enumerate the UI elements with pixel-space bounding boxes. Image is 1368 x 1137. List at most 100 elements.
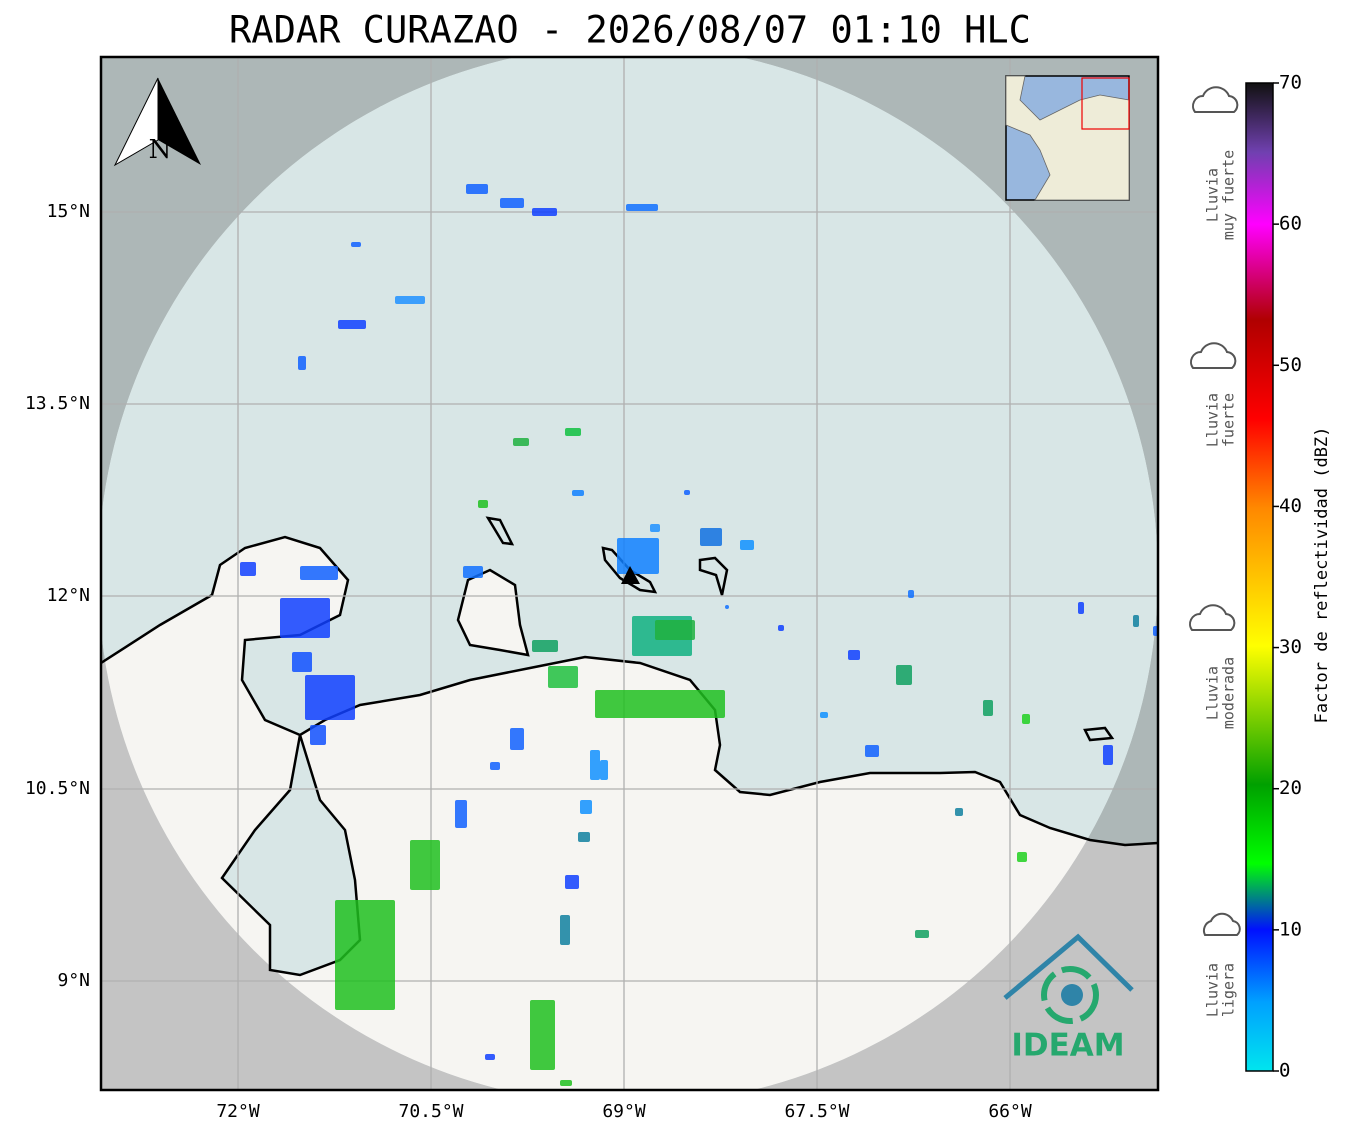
echo <box>280 598 330 638</box>
echo <box>778 625 784 631</box>
legend-label: Lluvia <box>1204 393 1222 447</box>
colorbar-tick-label: 60 <box>1279 213 1302 235</box>
echo <box>300 566 338 580</box>
echo <box>572 490 584 496</box>
aruba <box>485 516 515 546</box>
echo <box>510 728 524 750</box>
echo <box>532 640 558 652</box>
legend-label: Lluvia <box>1204 963 1222 1017</box>
echo <box>532 208 557 216</box>
coastline <box>101 535 1158 847</box>
colorbar-tick-label: 40 <box>1279 495 1302 517</box>
echo <box>908 590 914 598</box>
echo <box>560 1080 572 1086</box>
echo <box>338 320 366 329</box>
legend-label: Lluvia <box>1204 168 1222 222</box>
echo <box>455 800 467 828</box>
echo <box>820 712 828 718</box>
colorbar-tick-label: 20 <box>1279 777 1302 799</box>
lat-label: 13.5°N <box>25 393 90 414</box>
echo <box>466 184 488 194</box>
colorbar-tick-label: 30 <box>1279 636 1302 658</box>
echo <box>896 665 912 685</box>
echo <box>590 750 600 780</box>
echo <box>848 650 860 660</box>
echo <box>485 1054 495 1060</box>
echo <box>310 725 326 745</box>
icon-cloud <box>1190 342 1237 369</box>
colorbar-tick-label: 50 <box>1279 354 1302 376</box>
echo <box>410 840 440 890</box>
colorbar-label: Factor de reflectividad (dBZ) <box>1312 427 1332 724</box>
echo <box>655 620 695 640</box>
logo-swirl <box>1041 966 1099 1024</box>
echo <box>983 700 993 716</box>
title: RADAR CURAZAO - 2026/08/07 01:10 HLC <box>229 9 1031 52</box>
logo-roof <box>1003 933 1134 1000</box>
echo <box>725 605 729 609</box>
lat-label: 10.5°N <box>25 778 90 799</box>
icon-cloud <box>1189 604 1236 631</box>
echo <box>1103 745 1113 765</box>
echo <box>578 832 590 842</box>
lake-maracaibo <box>220 734 362 977</box>
echo <box>1133 615 1139 627</box>
echo <box>240 562 256 576</box>
echo <box>650 524 660 532</box>
echo <box>700 528 722 546</box>
echo <box>617 538 659 574</box>
echo <box>513 438 529 446</box>
echo <box>955 808 963 816</box>
lon-label: 69°W <box>602 1101 646 1122</box>
radar-site <box>621 566 640 584</box>
echo <box>600 760 608 780</box>
lon-label: 72°W <box>216 1101 260 1122</box>
logo-eye <box>1061 984 1083 1006</box>
echo <box>530 1000 555 1070</box>
map-frame <box>99 55 1160 1092</box>
echo <box>740 540 754 550</box>
icon-cloud <box>1192 86 1239 113</box>
colorbar-tick-label: 10 <box>1279 918 1302 940</box>
echo <box>351 242 361 247</box>
echo <box>335 900 395 1010</box>
legend-icons <box>1189 86 1241 936</box>
echo <box>915 930 929 938</box>
echo <box>292 652 312 672</box>
icon-cloud <box>1202 912 1241 936</box>
legend-label: Lluvia <box>1204 666 1222 720</box>
lon-label: 70.5°W <box>398 1101 463 1122</box>
lon-label: 67.5°W <box>784 1101 849 1122</box>
bonaire <box>698 556 729 596</box>
echo <box>395 296 425 304</box>
map: N IDEAM <box>101 57 1158 1090</box>
echo <box>565 875 579 889</box>
legend-label: ligera <box>1220 963 1238 1017</box>
north-arrow-right <box>158 78 201 165</box>
paraguana <box>458 570 528 655</box>
inset-extent <box>1081 77 1130 130</box>
echo <box>580 800 592 814</box>
echo <box>626 204 658 211</box>
echo <box>548 666 578 688</box>
lat-label: 15°N <box>47 201 90 222</box>
legend-label: fuerte <box>1220 393 1238 447</box>
paraguana-coast <box>456 568 530 657</box>
echo <box>684 490 690 495</box>
echo <box>305 675 355 720</box>
legend-label: muy fuerte <box>1220 150 1238 240</box>
echo <box>1022 714 1030 724</box>
echo <box>500 198 524 208</box>
echo <box>478 500 488 508</box>
echo <box>560 915 570 945</box>
island <box>1083 726 1115 742</box>
legend-label: moderada <box>1220 657 1238 729</box>
echo <box>298 356 306 370</box>
logo-text: IDEAM <box>1011 1028 1124 1064</box>
echo <box>565 428 581 436</box>
north-label: N <box>149 135 172 165</box>
radar-echoes <box>240 184 1158 1086</box>
